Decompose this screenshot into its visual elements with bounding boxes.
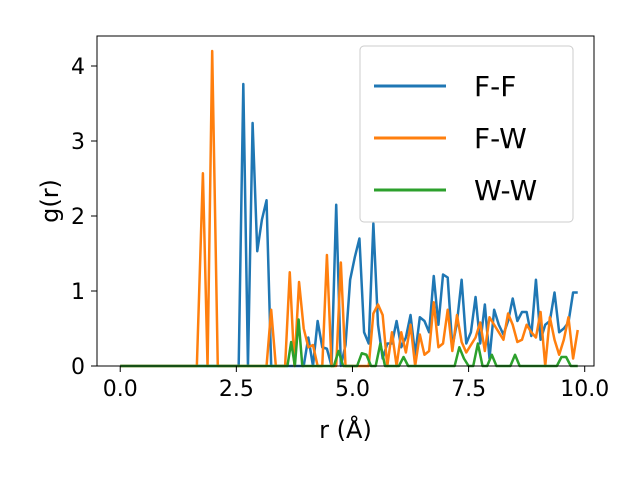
y-tick-label: 3 <box>71 130 85 155</box>
x-tick-label: 10.0 <box>560 377 609 402</box>
plot-frame <box>96 35 595 367</box>
legend-label-w-w: W-W <box>474 174 537 207</box>
x-tick-label: 0.0 <box>103 377 138 402</box>
legend-label-f-f: F-F <box>474 70 516 103</box>
y-axis: 0 1 2 3 4 <box>71 55 97 380</box>
y-tick-label: 4 <box>71 55 85 80</box>
series-line-w-w <box>120 318 578 368</box>
legend-entries: F-F F-W W-W <box>374 70 537 207</box>
x-axis-label: r (Å) <box>319 415 372 444</box>
x-axis: 0.0 2.5 5.0 7.5 10.0 <box>103 366 609 402</box>
y-tick-label: 1 <box>71 280 85 305</box>
x-tick-label: 7.5 <box>451 377 486 402</box>
x-tick-label: 5.0 <box>335 377 370 402</box>
x-tick-label: 2.5 <box>219 377 254 402</box>
legend: F-F F-W W-W <box>359 45 574 223</box>
series-line-f-w <box>120 49 579 368</box>
y-tick-label: 2 <box>71 205 85 230</box>
legend-label-f-w: F-W <box>474 122 527 155</box>
y-tick-label: 0 <box>71 355 85 380</box>
y-axis-label: g(r) <box>36 179 64 223</box>
legend-box <box>359 45 574 223</box>
